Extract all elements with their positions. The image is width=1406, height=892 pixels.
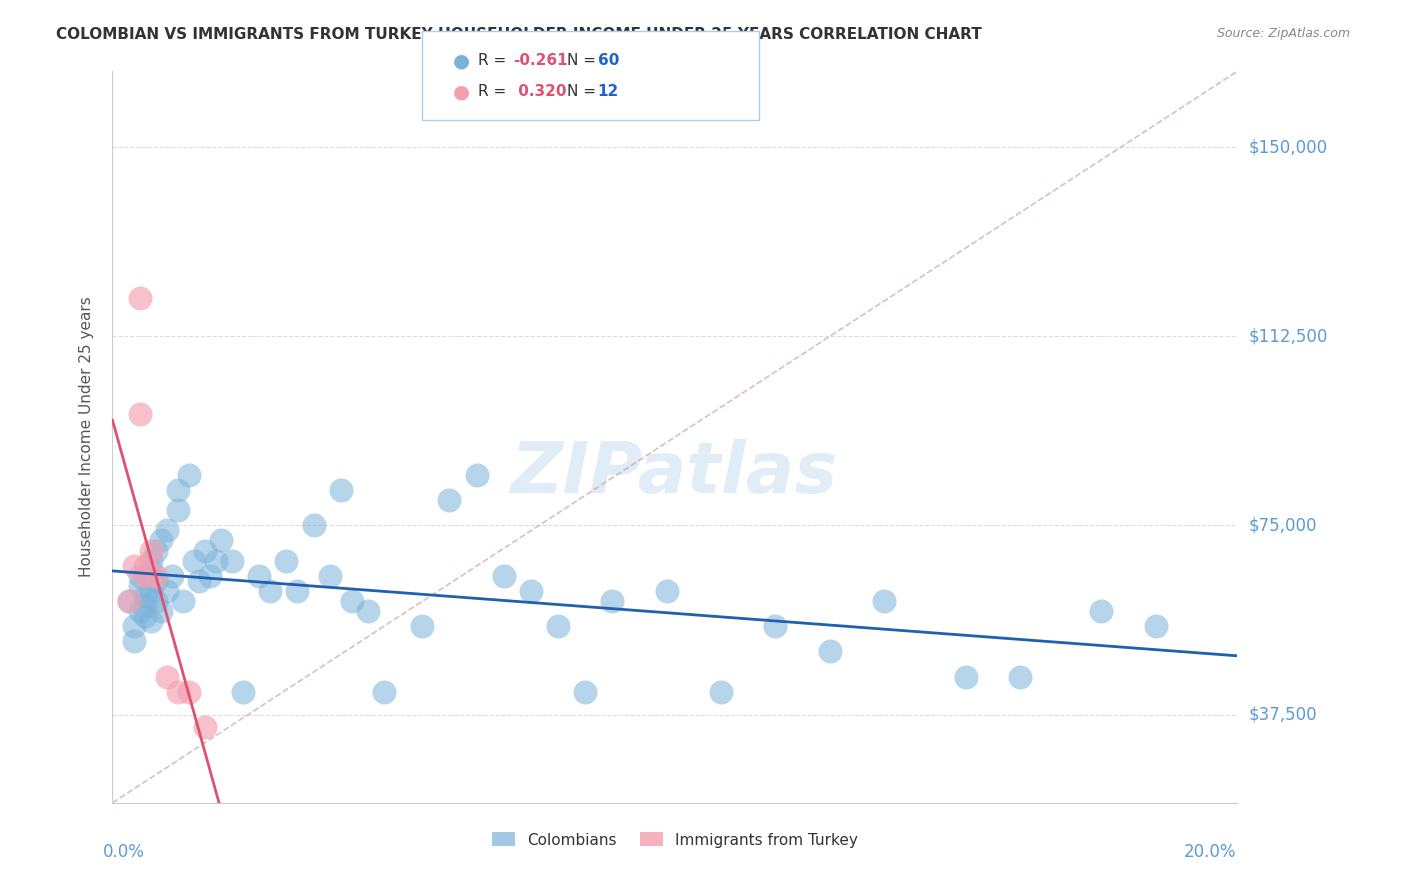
Point [818, 644, 841, 658]
Text: 60: 60 [598, 54, 619, 68]
Text: R =: R = [478, 54, 512, 68]
Point [276, 554, 298, 568]
Point [118, 594, 141, 608]
Text: 12: 12 [598, 85, 619, 99]
Text: N =: N = [567, 54, 600, 68]
Point [302, 518, 325, 533]
Point [122, 619, 145, 633]
Point [139, 614, 162, 628]
Text: 20.0%: 20.0% [1184, 843, 1236, 861]
Point [128, 579, 150, 593]
Text: $150,000: $150,000 [1249, 138, 1327, 156]
Point [128, 604, 150, 618]
Point [955, 670, 977, 684]
Point [166, 503, 188, 517]
Text: Source: ZipAtlas.com: Source: ZipAtlas.com [1216, 27, 1350, 40]
Point [128, 291, 150, 305]
Text: 0.320: 0.320 [513, 85, 567, 99]
Text: ●: ● [453, 51, 470, 70]
Point [247, 569, 270, 583]
Point [134, 609, 156, 624]
Point [465, 467, 488, 482]
Point [204, 554, 226, 568]
Point [1144, 619, 1167, 633]
Point [259, 583, 281, 598]
Point [162, 569, 184, 583]
Text: N =: N = [567, 85, 600, 99]
Point [166, 483, 188, 497]
Point [1090, 604, 1112, 618]
Point [118, 594, 141, 608]
Point [194, 720, 217, 734]
Point [763, 619, 786, 633]
Point [873, 594, 896, 608]
Text: ●: ● [453, 82, 470, 102]
Point [547, 619, 569, 633]
Point [340, 594, 363, 608]
Point [145, 543, 167, 558]
Point [166, 685, 188, 699]
Point [156, 670, 179, 684]
Legend: Colombians, Immigrants from Turkey: Colombians, Immigrants from Turkey [486, 826, 863, 854]
Point [150, 604, 173, 618]
Text: ZIPatlas: ZIPatlas [512, 439, 838, 508]
Point [357, 604, 380, 618]
Point [145, 574, 167, 588]
Point [134, 599, 156, 613]
Text: 0.0%: 0.0% [103, 843, 145, 861]
Point [145, 569, 167, 583]
Point [194, 543, 217, 558]
Point [188, 574, 211, 588]
Point [520, 583, 543, 598]
Point [183, 554, 205, 568]
Point [134, 569, 156, 583]
Point [139, 564, 162, 578]
Point [492, 569, 515, 583]
Point [209, 533, 232, 548]
Point [128, 569, 150, 583]
Point [177, 685, 200, 699]
Point [156, 524, 179, 538]
Point [156, 583, 179, 598]
Point [232, 685, 254, 699]
Point [200, 569, 222, 583]
Point [145, 594, 167, 608]
Point [150, 533, 173, 548]
Point [172, 594, 194, 608]
Point [655, 583, 678, 598]
Text: -0.261: -0.261 [513, 54, 568, 68]
Point [134, 558, 156, 573]
Point [602, 594, 624, 608]
Point [122, 634, 145, 648]
Point [1008, 670, 1031, 684]
Point [139, 543, 162, 558]
Y-axis label: Householder Income Under 25 years: Householder Income Under 25 years [79, 297, 94, 577]
Point [329, 483, 352, 497]
Text: $112,500: $112,500 [1249, 327, 1327, 345]
Point [221, 554, 243, 568]
Point [122, 558, 145, 573]
Text: $37,500: $37,500 [1249, 706, 1317, 723]
Point [139, 583, 162, 598]
Point [411, 619, 433, 633]
Point [373, 685, 395, 699]
Point [439, 493, 461, 508]
Point [139, 554, 162, 568]
Point [319, 569, 342, 583]
Point [710, 685, 733, 699]
Point [128, 408, 150, 422]
Text: R =: R = [478, 85, 512, 99]
Point [285, 583, 308, 598]
Text: COLOMBIAN VS IMMIGRANTS FROM TURKEY HOUSEHOLDER INCOME UNDER 25 YEARS CORRELATIO: COLOMBIAN VS IMMIGRANTS FROM TURKEY HOUS… [56, 27, 981, 42]
Point [134, 589, 156, 603]
Text: $75,000: $75,000 [1249, 516, 1317, 534]
Point [574, 685, 596, 699]
Point [177, 467, 200, 482]
